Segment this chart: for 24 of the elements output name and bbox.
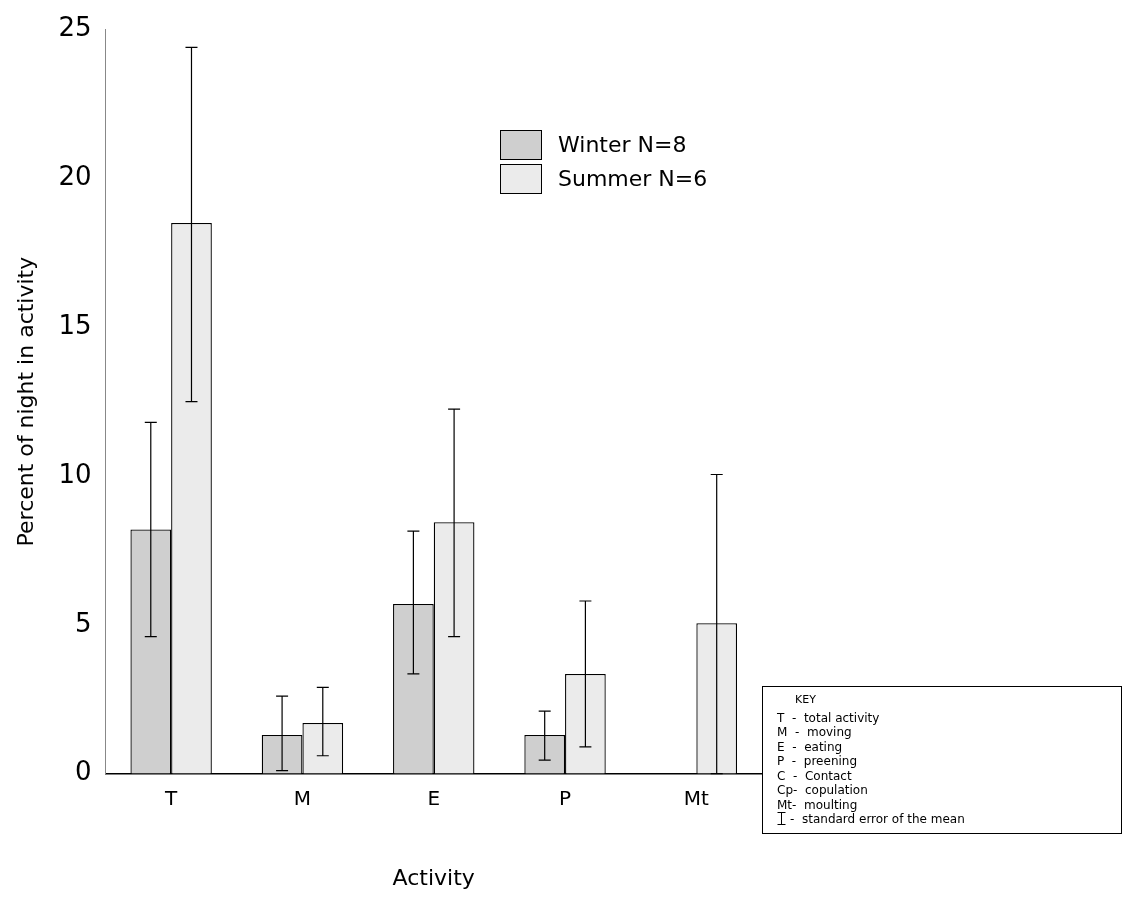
text: KEY bbox=[794, 693, 817, 708]
y-tick-label: 25 bbox=[58, 12, 92, 43]
text: Cp- copulation bbox=[777, 783, 869, 798]
y-tick-label: 20 bbox=[58, 161, 92, 192]
text: P - preening bbox=[777, 754, 859, 769]
x-tick-label: E bbox=[427, 785, 441, 810]
text: T - total activity bbox=[777, 710, 881, 725]
text: - standard error of the mean bbox=[789, 812, 966, 827]
y-axis-title: Percent of night in activity bbox=[12, 256, 38, 547]
x-tick-label: Mt bbox=[683, 785, 710, 810]
x-tick-label: T bbox=[164, 785, 179, 810]
legend-label: Summer N=6 bbox=[558, 165, 708, 193]
y-tick-label: 15 bbox=[58, 309, 92, 340]
legend-label: Winter N=8 bbox=[558, 131, 687, 159]
x-axis-title: Activity bbox=[392, 864, 475, 890]
y-tick-label: 0 bbox=[74, 756, 92, 787]
text: M - moving bbox=[777, 725, 853, 740]
x-tick-label: M bbox=[293, 785, 312, 810]
text: Mt- moulting bbox=[777, 797, 859, 812]
x-tick-label: P bbox=[559, 785, 572, 810]
y-tick-label: 10 bbox=[58, 458, 92, 489]
text: E - eating bbox=[777, 739, 844, 754]
y-tick-label: 5 bbox=[74, 607, 92, 638]
text: C - Contact bbox=[777, 768, 853, 783]
